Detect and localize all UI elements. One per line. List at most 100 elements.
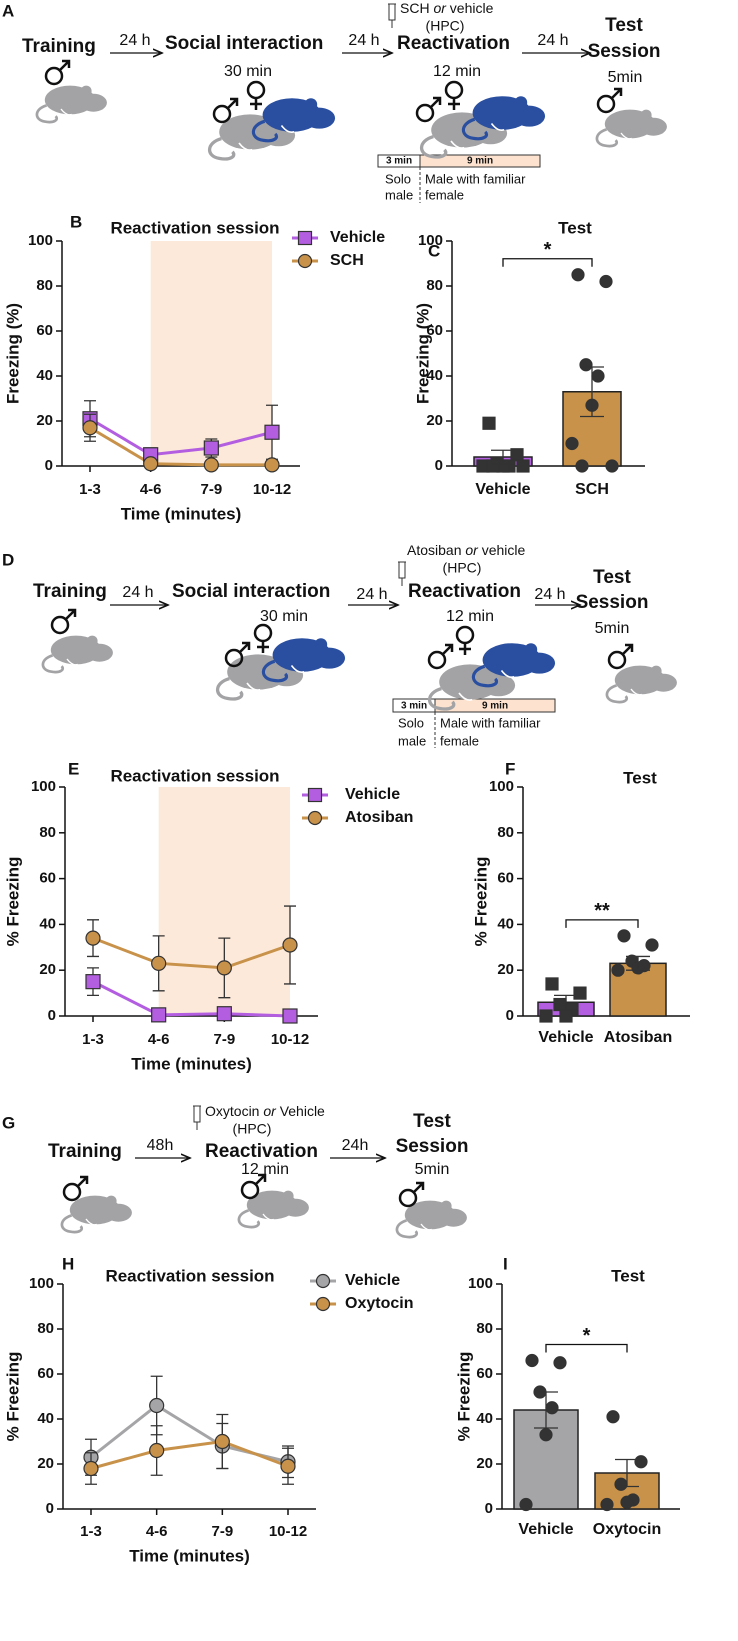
- male-symbol: [77, 1175, 89, 1187]
- marker: [280, 1458, 296, 1474]
- mouse-tail: [251, 119, 279, 143]
- vehicle: vehicle: [450, 0, 494, 16]
- y-tick-label: 20: [497, 961, 514, 978]
- mouse-head: [639, 117, 667, 136]
- syringe: [388, 3, 396, 28]
- mouse-ear: [80, 85, 92, 97]
- mouse-ear: [105, 1195, 117, 1207]
- x-tick-label: Oxytocin: [593, 1521, 661, 1538]
- error-bar: [491, 449, 515, 465]
- x-tick-label: Vehicle: [518, 1521, 573, 1538]
- timeline-label: 9 min: [482, 701, 508, 712]
- error-bar: [626, 955, 650, 971]
- y-tick-label: 60: [497, 870, 514, 887]
- marker: [565, 436, 579, 451]
- injection: Atosiban or vehicle: [407, 542, 526, 558]
- x-tick-label: 7-9: [200, 481, 222, 498]
- mouse-head: [439, 1208, 467, 1227]
- series-line: [90, 1439, 289, 1470]
- marker: [149, 1397, 165, 1414]
- y-tick-label: 80: [36, 277, 53, 294]
- stage: Training: [48, 1141, 122, 1162]
- mouse-ear: [86, 635, 98, 647]
- mouse-head: [79, 93, 107, 112]
- mouse-leg: [458, 692, 473, 701]
- duration: 5min: [595, 620, 630, 637]
- stage: Reactivation: [205, 1141, 318, 1162]
- interval: 24 h: [122, 584, 153, 601]
- male-symbol: [212, 104, 232, 124]
- error-bar: [615, 1458, 639, 1488]
- marker: [486, 459, 500, 473]
- marker: [553, 1356, 567, 1370]
- y-axis-label: Freezing (%): [3, 303, 22, 404]
- y-tick-label: 20: [476, 1455, 493, 1472]
- y-tick-label: 100: [489, 778, 514, 795]
- vehicle: vehicle: [482, 542, 526, 558]
- male-symbol: [239, 641, 251, 653]
- injection: Oxytocin or Vehicle: [205, 1103, 325, 1119]
- legend-marker: [297, 253, 313, 269]
- male-symbol: [415, 103, 435, 123]
- duration: 5min: [415, 1161, 450, 1178]
- y-tick-label: 40: [37, 1410, 54, 1427]
- marker: [85, 974, 101, 990]
- panel-letter: H: [62, 1254, 74, 1273]
- significance-bracket: [545, 1343, 628, 1353]
- male-symbol: [427, 650, 447, 670]
- mouse-ear: [282, 1190, 294, 1202]
- stage: Training: [22, 36, 96, 57]
- chart-title: Reactivation session: [105, 1266, 274, 1285]
- duration: 12 min: [446, 608, 494, 625]
- y-tick-label: 40: [39, 915, 56, 932]
- chart-title: Test: [623, 768, 657, 787]
- mouse-tail: [35, 104, 59, 124]
- mouse-icon: [461, 96, 546, 141]
- duration: 5min: [608, 69, 643, 86]
- mouse-icon: [261, 638, 346, 683]
- error-bar: [534, 1391, 558, 1429]
- x-tick-label: 10-12: [271, 1031, 309, 1048]
- female-symbol: [250, 98, 262, 110]
- mouse-tail: [261, 659, 289, 683]
- marker: [264, 457, 280, 473]
- y-tick-label: 0: [485, 1500, 493, 1517]
- phase-label: Male with familiar: [425, 171, 526, 186]
- interval: 24 h: [534, 586, 565, 603]
- mouse-icon: [41, 635, 113, 674]
- mouse-icon: [471, 643, 556, 688]
- significance-bracket: [565, 919, 639, 928]
- mouse-leg: [280, 125, 295, 133]
- stage: Social interaction: [165, 33, 323, 54]
- mouse-head: [649, 673, 677, 692]
- marker: [216, 960, 232, 976]
- mouse-leg: [500, 670, 515, 678]
- timeline-label: 3 min: [386, 156, 412, 167]
- mouse-leg: [620, 132, 633, 140]
- mouse-icon: [237, 1190, 309, 1229]
- phase-label: Solo: [385, 171, 411, 186]
- marker: [611, 963, 625, 977]
- mouse-head: [313, 647, 346, 669]
- injection-site: (HPC): [443, 560, 482, 576]
- x-tick-label: Vehicle: [475, 481, 530, 498]
- y-tick-label: 100: [31, 778, 56, 795]
- y-tick-label: 100: [468, 1275, 493, 1292]
- marker: [591, 369, 605, 383]
- stage: Training: [33, 581, 107, 602]
- marker: [545, 1401, 559, 1415]
- mouse-tail: [215, 677, 244, 701]
- female-symbol: [455, 625, 475, 645]
- y-tick-label: 80: [39, 824, 56, 841]
- mouse-leg: [290, 665, 305, 673]
- x-tick-label: 10-12: [253, 481, 291, 498]
- legend-marker: [307, 787, 323, 803]
- phase-label: female: [440, 733, 479, 748]
- y-tick-label: 100: [29, 1275, 54, 1292]
- marker: [606, 1410, 620, 1424]
- panel-letter: C: [428, 241, 440, 260]
- mouse-leg: [490, 123, 505, 131]
- marker: [83, 1460, 99, 1477]
- male-symbol: [596, 94, 616, 114]
- male-symbol: [607, 650, 627, 670]
